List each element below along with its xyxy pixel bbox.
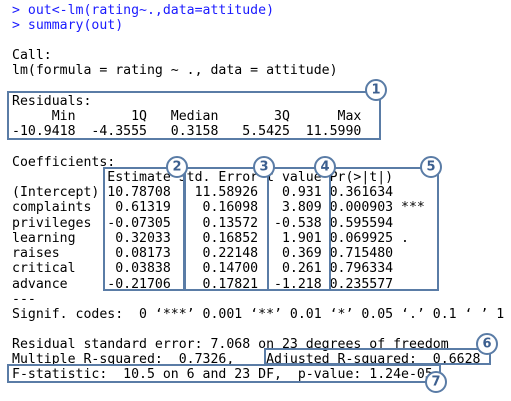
callout-number: 3 [259,160,268,175]
console-output: Estimate Std. Error t value Pr(>|t|) [12,170,425,185]
console-output: raises 0.08173 0.22148 0.369 0.715480 [12,246,425,261]
console-output: Coefficients: [12,155,116,170]
callout-number: 2 [172,160,181,175]
callout-circle [365,79,387,101]
callout-number: 4 [320,160,329,175]
callout-number: 6 [482,337,491,352]
console-output: learning 0.32033 0.16852 1.901 0.069925 … [12,231,425,246]
callout-circle [166,156,188,178]
console-input: > summary(out) [12,18,124,33]
highlight-box [184,167,269,291]
console-output: (Intercept) 10.78708 11.58926 0.931 0.36… [12,185,425,200]
console-output: complaints 0.61319 0.16098 3.809 0.00090… [12,200,425,215]
console-output: critical 0.03838 0.14700 0.261 0.796334 [12,261,425,276]
console-output: -10.9418 -4.3555 0.3158 5.5425 11.5990 [12,124,370,139]
callout-number: 1 [371,83,380,98]
callout-number: 5 [426,160,435,175]
highlight-box [264,348,491,365]
highlight-box [7,91,381,140]
callout-circle [425,371,447,393]
callout-circle [253,156,275,178]
highlight-box [7,364,441,383]
console-output: privileges -0.07305 0.13572 -0.538 0.595… [12,216,425,231]
callout-circle [314,156,336,178]
callout-circle [420,156,442,178]
console-output: F-statistic: 10.5 on 6 and 23 DF, p-valu… [12,367,433,382]
console-output: advance -0.21706 0.17821 -1.218 0.235577 [12,277,425,292]
console-output: Min 1Q Median 3Q Max [12,109,370,124]
console-output: lm(formula = rating ~ ., data = attitude… [12,63,338,78]
callout-circle [476,333,498,355]
console-output: Residuals: [12,94,92,109]
console-output: Signif. codes: 0 ‘***’ 0.001 ‘**’ 0.01 ‘… [12,307,505,322]
highlight-box [267,167,331,291]
console-output: Call: [12,48,52,63]
console-output: --- [12,292,36,307]
highlight-box [103,167,185,291]
console-input: > out<-lm(rating~.,data=attitude) [12,3,275,18]
callout-number: 7 [431,375,440,390]
highlight-box [329,167,439,291]
